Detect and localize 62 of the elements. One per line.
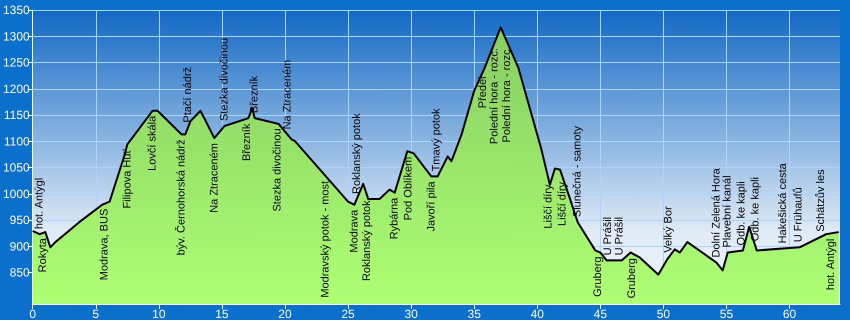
annotation: Roklanský potok [360, 200, 373, 282]
y-tick-label: 1050 [2, 160, 30, 174]
annotation: Liščí díry [556, 181, 568, 226]
annotation: Slunečná - samoty [572, 126, 584, 218]
annotation: Velký Bor [662, 206, 674, 253]
annotation: hot. Antýgl [825, 238, 838, 290]
annotation: Předěl [477, 76, 490, 108]
x-tick-label: 40 [530, 307, 544, 320]
annotation: býv. Černohorská nádrž [174, 139, 188, 256]
y-tick-label: 1000 [2, 186, 30, 201]
x-tick-label: 30 [404, 307, 418, 320]
annotation: Tmavý potok [430, 108, 442, 172]
annotation: Modravský potok - most [319, 180, 332, 298]
annotation: Rokyta [36, 237, 49, 272]
annotation: Stezka divočinou [271, 128, 284, 212]
annotation: Gruberg [626, 258, 638, 298]
annotation: Modrava [348, 208, 360, 253]
y-tick-label: 950 [10, 213, 30, 227]
annotation: hot. Antýgl [34, 178, 46, 230]
x-tick-label: 55 [720, 307, 734, 320]
x-tick-label: 35 [468, 307, 482, 320]
y-tick-label: 900 [10, 239, 30, 254]
y-tick-label: 1200 [2, 82, 30, 96]
y-tick-label: 850 [10, 266, 30, 280]
annotation: Roklanský potok [350, 112, 363, 194]
annotation: U Prášil [613, 216, 626, 256]
x-tick-label: 50 [656, 307, 670, 320]
annotation: Pod Oblíkem [402, 156, 415, 220]
annotation: Modrava, BUS [98, 208, 111, 280]
x-tick-label: 45 [594, 307, 608, 320]
y-tick-label: 1100 [4, 134, 30, 148]
annotation: Stezka divočinou [218, 38, 230, 122]
annotation: Schätzův les [815, 168, 828, 232]
annotation: Březník [248, 75, 261, 114]
annotation: Na Ztraceném [208, 143, 220, 213]
y-tick-label: 1250 [2, 56, 30, 70]
x-tick-label: 5 [92, 307, 100, 320]
x-tick-label: 20 [278, 307, 292, 320]
x-tick-label: 60 [782, 307, 797, 320]
annotation: Gruberg [592, 256, 604, 297]
annotation: U Frühaufů [792, 187, 804, 242]
annotation: Na Ztraceném [282, 60, 294, 130]
y-tick-label: 1150 [4, 108, 30, 122]
annotation: Liščí díry [542, 184, 555, 229]
annotation: Lovčí skála [146, 114, 159, 171]
x-tick-label: 25 [341, 307, 356, 320]
x-tick-label: 10 [152, 307, 166, 320]
y-tick-label: 1300 [2, 29, 30, 44]
annotation: Odb. ke kapli [736, 181, 748, 246]
x-tick-label: 0 [29, 307, 36, 320]
annotation: Polední hora - rozc. [488, 48, 500, 144]
annotation: U Prášil [602, 216, 614, 256]
annotation: Rybárna [388, 196, 401, 240]
annotation: Javoří pila [425, 180, 438, 232]
annotation: Březník [241, 123, 254, 161]
annotation: Hakešická cesta [777, 162, 790, 244]
annotation: Dolní Zelená Hora [710, 167, 722, 258]
annotation: Ptačí nádrž [182, 66, 194, 123]
y-tick-label: 1350 [2, 3, 30, 17]
annotation: Plavební kanál [722, 175, 734, 248]
annotation: Polední hora - rozc. [500, 46, 513, 142]
x-tick-label: 15 [215, 307, 229, 320]
